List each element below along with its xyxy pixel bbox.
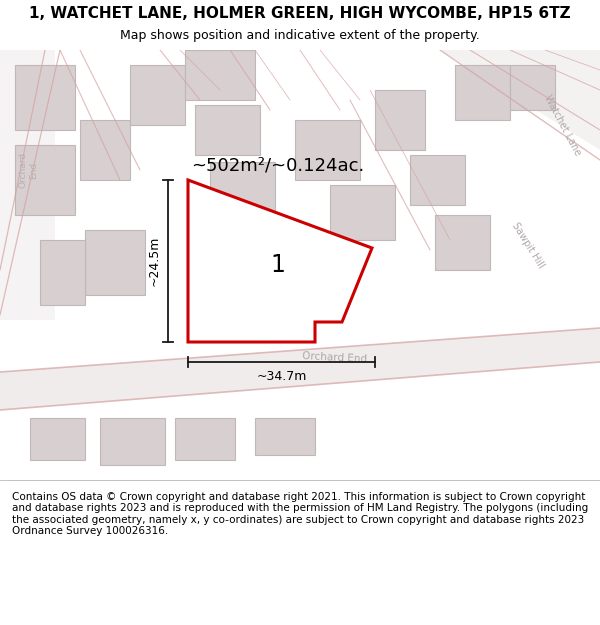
Polygon shape — [255, 418, 315, 455]
Polygon shape — [15, 65, 75, 130]
Polygon shape — [80, 120, 130, 180]
Polygon shape — [85, 230, 145, 295]
Text: Contains OS data © Crown copyright and database right 2021. This information is : Contains OS data © Crown copyright and d… — [12, 492, 588, 536]
Polygon shape — [30, 418, 85, 460]
Polygon shape — [440, 50, 600, 150]
Polygon shape — [0, 328, 600, 410]
Polygon shape — [15, 145, 75, 215]
Text: 1, WATCHET LANE, HOLMER GREEN, HIGH WYCOMBE, HP15 6TZ: 1, WATCHET LANE, HOLMER GREEN, HIGH WYCO… — [29, 6, 571, 21]
Polygon shape — [410, 155, 465, 205]
Polygon shape — [330, 185, 395, 240]
Polygon shape — [195, 105, 260, 155]
Text: ~24.5m: ~24.5m — [148, 236, 161, 286]
Polygon shape — [435, 215, 490, 270]
Polygon shape — [175, 418, 235, 460]
Polygon shape — [510, 65, 555, 110]
Polygon shape — [40, 240, 85, 305]
Text: ~34.7m: ~34.7m — [256, 371, 307, 384]
Text: Watchet Lane: Watchet Lane — [542, 93, 582, 157]
Polygon shape — [210, 162, 275, 215]
Polygon shape — [130, 65, 185, 125]
Text: 1: 1 — [271, 253, 286, 277]
Text: ~502m²/~0.124ac.: ~502m²/~0.124ac. — [191, 156, 365, 174]
Polygon shape — [185, 50, 255, 100]
Text: Orchard End: Orchard End — [302, 351, 368, 365]
Text: Map shows position and indicative extent of the property.: Map shows position and indicative extent… — [120, 29, 480, 42]
Polygon shape — [295, 120, 360, 180]
Polygon shape — [100, 418, 165, 465]
Polygon shape — [455, 65, 510, 120]
Text: Sawpit Hill: Sawpit Hill — [510, 221, 546, 269]
Polygon shape — [0, 50, 55, 320]
Polygon shape — [375, 90, 425, 150]
Polygon shape — [188, 180, 372, 342]
Text: Orchard
End: Orchard End — [18, 152, 38, 188]
